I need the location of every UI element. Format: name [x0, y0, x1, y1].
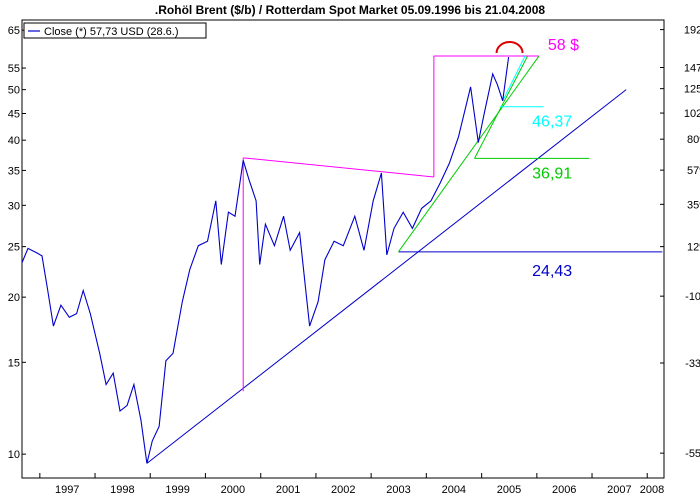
- x-tick-label: 2003: [386, 484, 410, 496]
- annotation-label: 46,37: [532, 114, 572, 131]
- y-tick-label: 55: [8, 63, 20, 75]
- y-tick-label: 40: [8, 135, 20, 147]
- y-tick-label: 35: [8, 165, 20, 177]
- resistance-trendline: [243, 157, 434, 178]
- y2-tick-label: 147%: [684, 63, 700, 75]
- x-tick-label: 2002: [331, 484, 355, 496]
- annotation-label: 36,91: [532, 165, 572, 182]
- x-tick-label: 1999: [165, 484, 189, 496]
- annotation-labels: 58 $ 46,37 36,91 24,43: [532, 37, 579, 280]
- y2-tick-label: 35%: [687, 199, 700, 211]
- axes: 10 15 20 25 30 35 40 45 50 55 65 -55% -33% -10% 12% 35%…: [8, 25, 700, 496]
- x-tick-label: 1997: [55, 484, 79, 496]
- legend: Close (*) 57,73 USD (28.6.): [23, 22, 207, 39]
- trend-annotations: [146, 41, 663, 464]
- y-tick-label: 10: [8, 449, 20, 461]
- y2-tick-label: 192%: [684, 25, 700, 37]
- top-arc-marker: [495, 41, 524, 54]
- y-tick-label: 25: [8, 242, 20, 254]
- y2-tick-label: -33%: [685, 358, 700, 370]
- plot-area: [21, 19, 665, 479]
- support-trendline: [146, 89, 627, 464]
- y2-tick-label: 57%: [687, 165, 700, 177]
- y-tick-label: 15: [8, 357, 20, 369]
- y-tick-label: 30: [8, 200, 20, 212]
- series-layer: [21, 57, 510, 464]
- x-tick-label: 2001: [276, 484, 300, 496]
- x-tick-label: 2005: [497, 484, 521, 496]
- legend-box: [23, 22, 207, 39]
- x-tick-label: 1998: [110, 484, 134, 496]
- chart-title: .Rohöl Brent ($/b) / Rotterdam Spot Mark…: [155, 3, 545, 17]
- y-tick-label: 50: [8, 85, 20, 97]
- x-tick-label: 2007: [607, 484, 631, 496]
- x-tick-label: 2000: [221, 484, 245, 496]
- annotation-label: 24,43: [532, 263, 572, 280]
- x-tick-label: 2004: [442, 484, 466, 496]
- series-line-close: [21, 57, 510, 464]
- y2-tick-label: -55%: [685, 448, 700, 460]
- legend-label: Close (*) 57,73 USD (28.6.): [44, 26, 179, 38]
- y2-tick-label: 125%: [684, 84, 700, 96]
- x-tick-label: 2006: [552, 484, 576, 496]
- y-tick-label: 45: [8, 108, 20, 120]
- fan-line-green-1: [398, 55, 540, 253]
- y-tick-label: 65: [8, 25, 20, 37]
- y2-tick-label: 80%: [687, 134, 700, 146]
- y2-tick-label: 102%: [684, 108, 700, 120]
- y2-tick-label: 12%: [687, 242, 700, 254]
- annotation-label: 58 $: [548, 37, 579, 54]
- y2-tick-label: -10%: [685, 291, 700, 303]
- x-tick-label: 2008: [640, 484, 664, 496]
- fan-line-cyan: [502, 55, 526, 102]
- y-tick-label: 20: [8, 292, 20, 304]
